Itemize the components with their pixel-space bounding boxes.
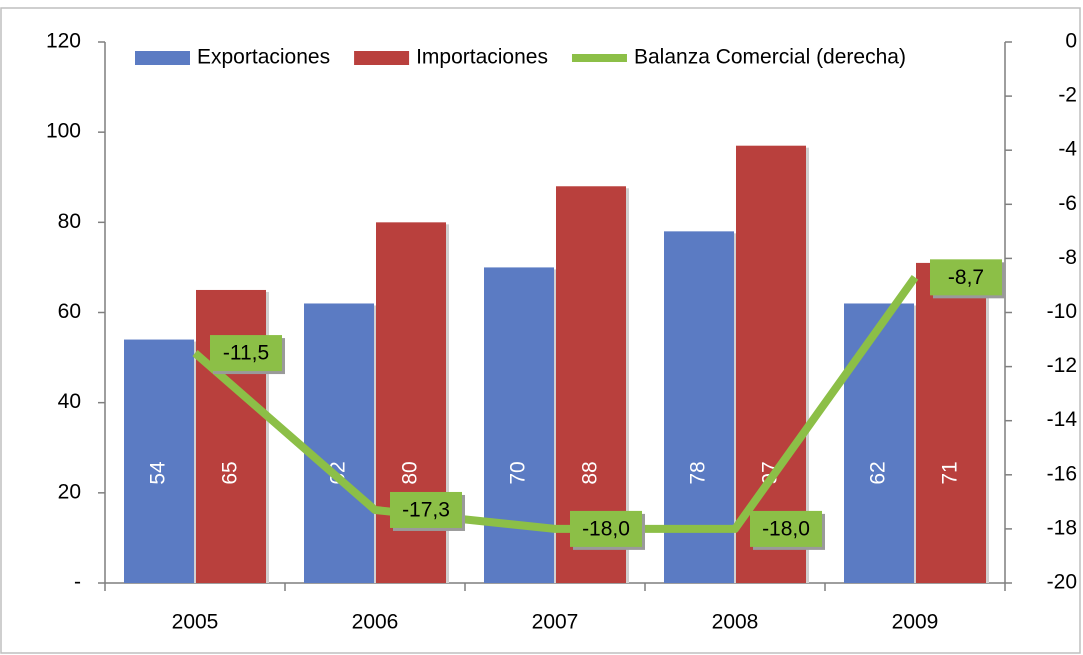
- bar: [196, 289, 266, 583]
- bar: [124, 339, 194, 583]
- legend-label: Importaciones: [416, 46, 548, 69]
- x-tick-label: 2008: [712, 611, 759, 634]
- bar-value-label: 71: [939, 461, 962, 484]
- y2-tick-label: 0: [1065, 30, 1077, 53]
- legend-label: Exportaciones: [197, 46, 330, 69]
- y-tick-label: 60: [58, 300, 81, 323]
- bar: [664, 231, 734, 583]
- x-tick-label: 2009: [892, 611, 939, 634]
- data-label-box: [570, 510, 642, 547]
- data-label: -8,7: [948, 266, 984, 289]
- bar: [844, 303, 914, 583]
- data-label-box: [210, 335, 282, 372]
- y2-tick-label: -16: [1047, 462, 1077, 485]
- data-label: -18,0: [762, 517, 810, 540]
- y-tick-label: -: [74, 571, 81, 594]
- bar-value-label: 78: [687, 461, 710, 484]
- bar: [484, 267, 554, 583]
- y2-tick-label: -8: [1058, 246, 1077, 269]
- y2-tick-label: -12: [1047, 354, 1077, 377]
- data-label: -11,5: [223, 342, 269, 365]
- bar-value-label: 70: [507, 461, 530, 484]
- data-label: -18,0: [582, 517, 630, 540]
- x-tick-label: 2007: [532, 611, 579, 634]
- bar-value-label: 54: [147, 461, 170, 485]
- bar-value-label: 65: [219, 461, 242, 484]
- data-label-box: [930, 259, 1002, 296]
- y-tick-label: 100: [46, 120, 81, 143]
- y2-tick-label: -18: [1047, 516, 1077, 539]
- line-series: [192, 275, 919, 533]
- y-tick-label: 20: [58, 480, 81, 503]
- bar-value-label: 80: [399, 461, 422, 484]
- data-label: -17,3: [402, 499, 450, 522]
- y-tick-label: 80: [58, 210, 81, 233]
- y-tick-label: 40: [58, 390, 81, 413]
- legend-label: Balanza Comercial (derecha): [634, 46, 906, 69]
- y2-tick-label: -6: [1058, 192, 1077, 215]
- x-tick-label: 2005: [172, 611, 219, 634]
- legend-swatch: [354, 51, 410, 65]
- y2-tick-label: -4: [1058, 138, 1077, 161]
- y-tick-label: 120: [46, 30, 81, 53]
- data-label-box: [750, 510, 822, 547]
- bar-value-label: 62: [867, 461, 890, 484]
- data-label-box: [390, 491, 462, 528]
- x-tick-label: 2006: [352, 611, 399, 634]
- bar: [916, 262, 986, 583]
- bar: [304, 303, 374, 583]
- y2-tick-label: -14: [1047, 408, 1078, 431]
- y2-tick-label: -2: [1058, 84, 1077, 107]
- bar-value-label: 88: [579, 461, 602, 484]
- y2-tick-label: -10: [1047, 300, 1077, 323]
- legend-swatch: [135, 51, 190, 65]
- y2-tick-label: -20: [1047, 571, 1077, 594]
